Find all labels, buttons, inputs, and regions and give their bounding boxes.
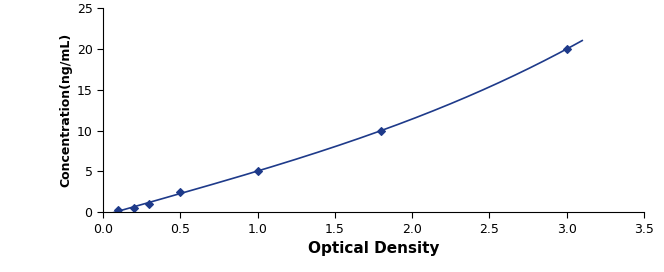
X-axis label: Optical Density: Optical Density: [307, 241, 440, 256]
Y-axis label: Concentration(ng/mL): Concentration(ng/mL): [60, 33, 72, 187]
